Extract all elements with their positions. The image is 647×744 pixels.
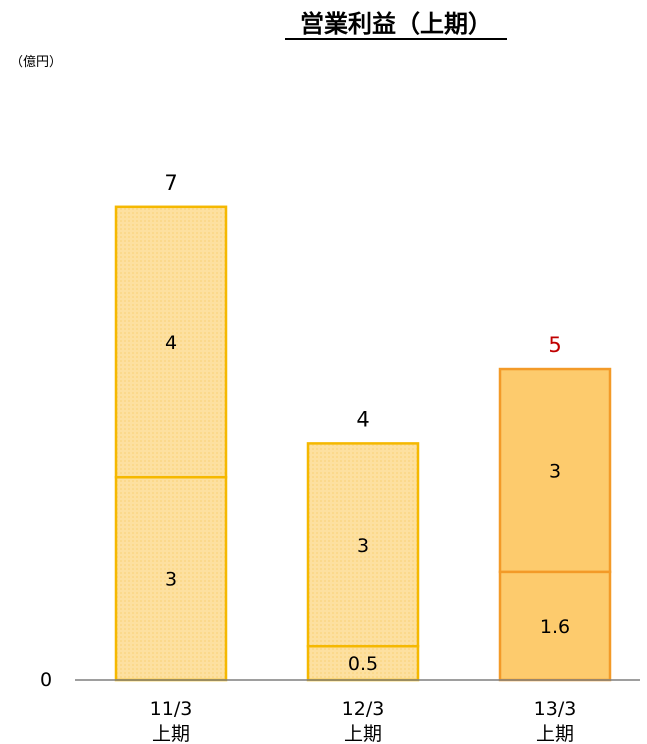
total-value-label: 5 — [548, 333, 561, 357]
category-sublabel: 上期 — [344, 723, 382, 744]
labels-layer: 3 4 7 11/3 上期 0.5 3 4 12/3 上期 1.6 3 5 13/3 上期 — [150, 171, 577, 744]
segment-value-label: 3 — [549, 460, 561, 482]
total-value-label: 7 — [164, 171, 177, 195]
category-label: 13/3 — [534, 698, 577, 720]
segment-value-label: 0.5 — [348, 653, 378, 675]
category-label: 12/3 — [342, 698, 385, 720]
bar-segment — [114, 205, 228, 479]
y-zero-label: 0 — [40, 669, 52, 691]
unit-label: （億円） — [10, 54, 62, 70]
segment-value-label: 3 — [357, 535, 369, 557]
total-value-label: 4 — [356, 407, 369, 431]
chart-title-group: 営業利益（上期） — [285, 10, 507, 40]
segment-value-label: 3 — [165, 569, 177, 591]
bar-segment — [498, 367, 612, 574]
category-label: 11/3 — [150, 698, 193, 720]
bar-segment — [306, 442, 420, 648]
chart-title: 営業利益（上期） — [300, 10, 492, 38]
bars-layer — [114, 205, 612, 682]
segment-value-label: 4 — [165, 332, 177, 354]
category-sublabel: 上期 — [152, 723, 190, 744]
category-sublabel: 上期 — [536, 723, 574, 744]
bar-segment — [498, 570, 612, 682]
segment-value-label: 1.6 — [540, 616, 570, 638]
